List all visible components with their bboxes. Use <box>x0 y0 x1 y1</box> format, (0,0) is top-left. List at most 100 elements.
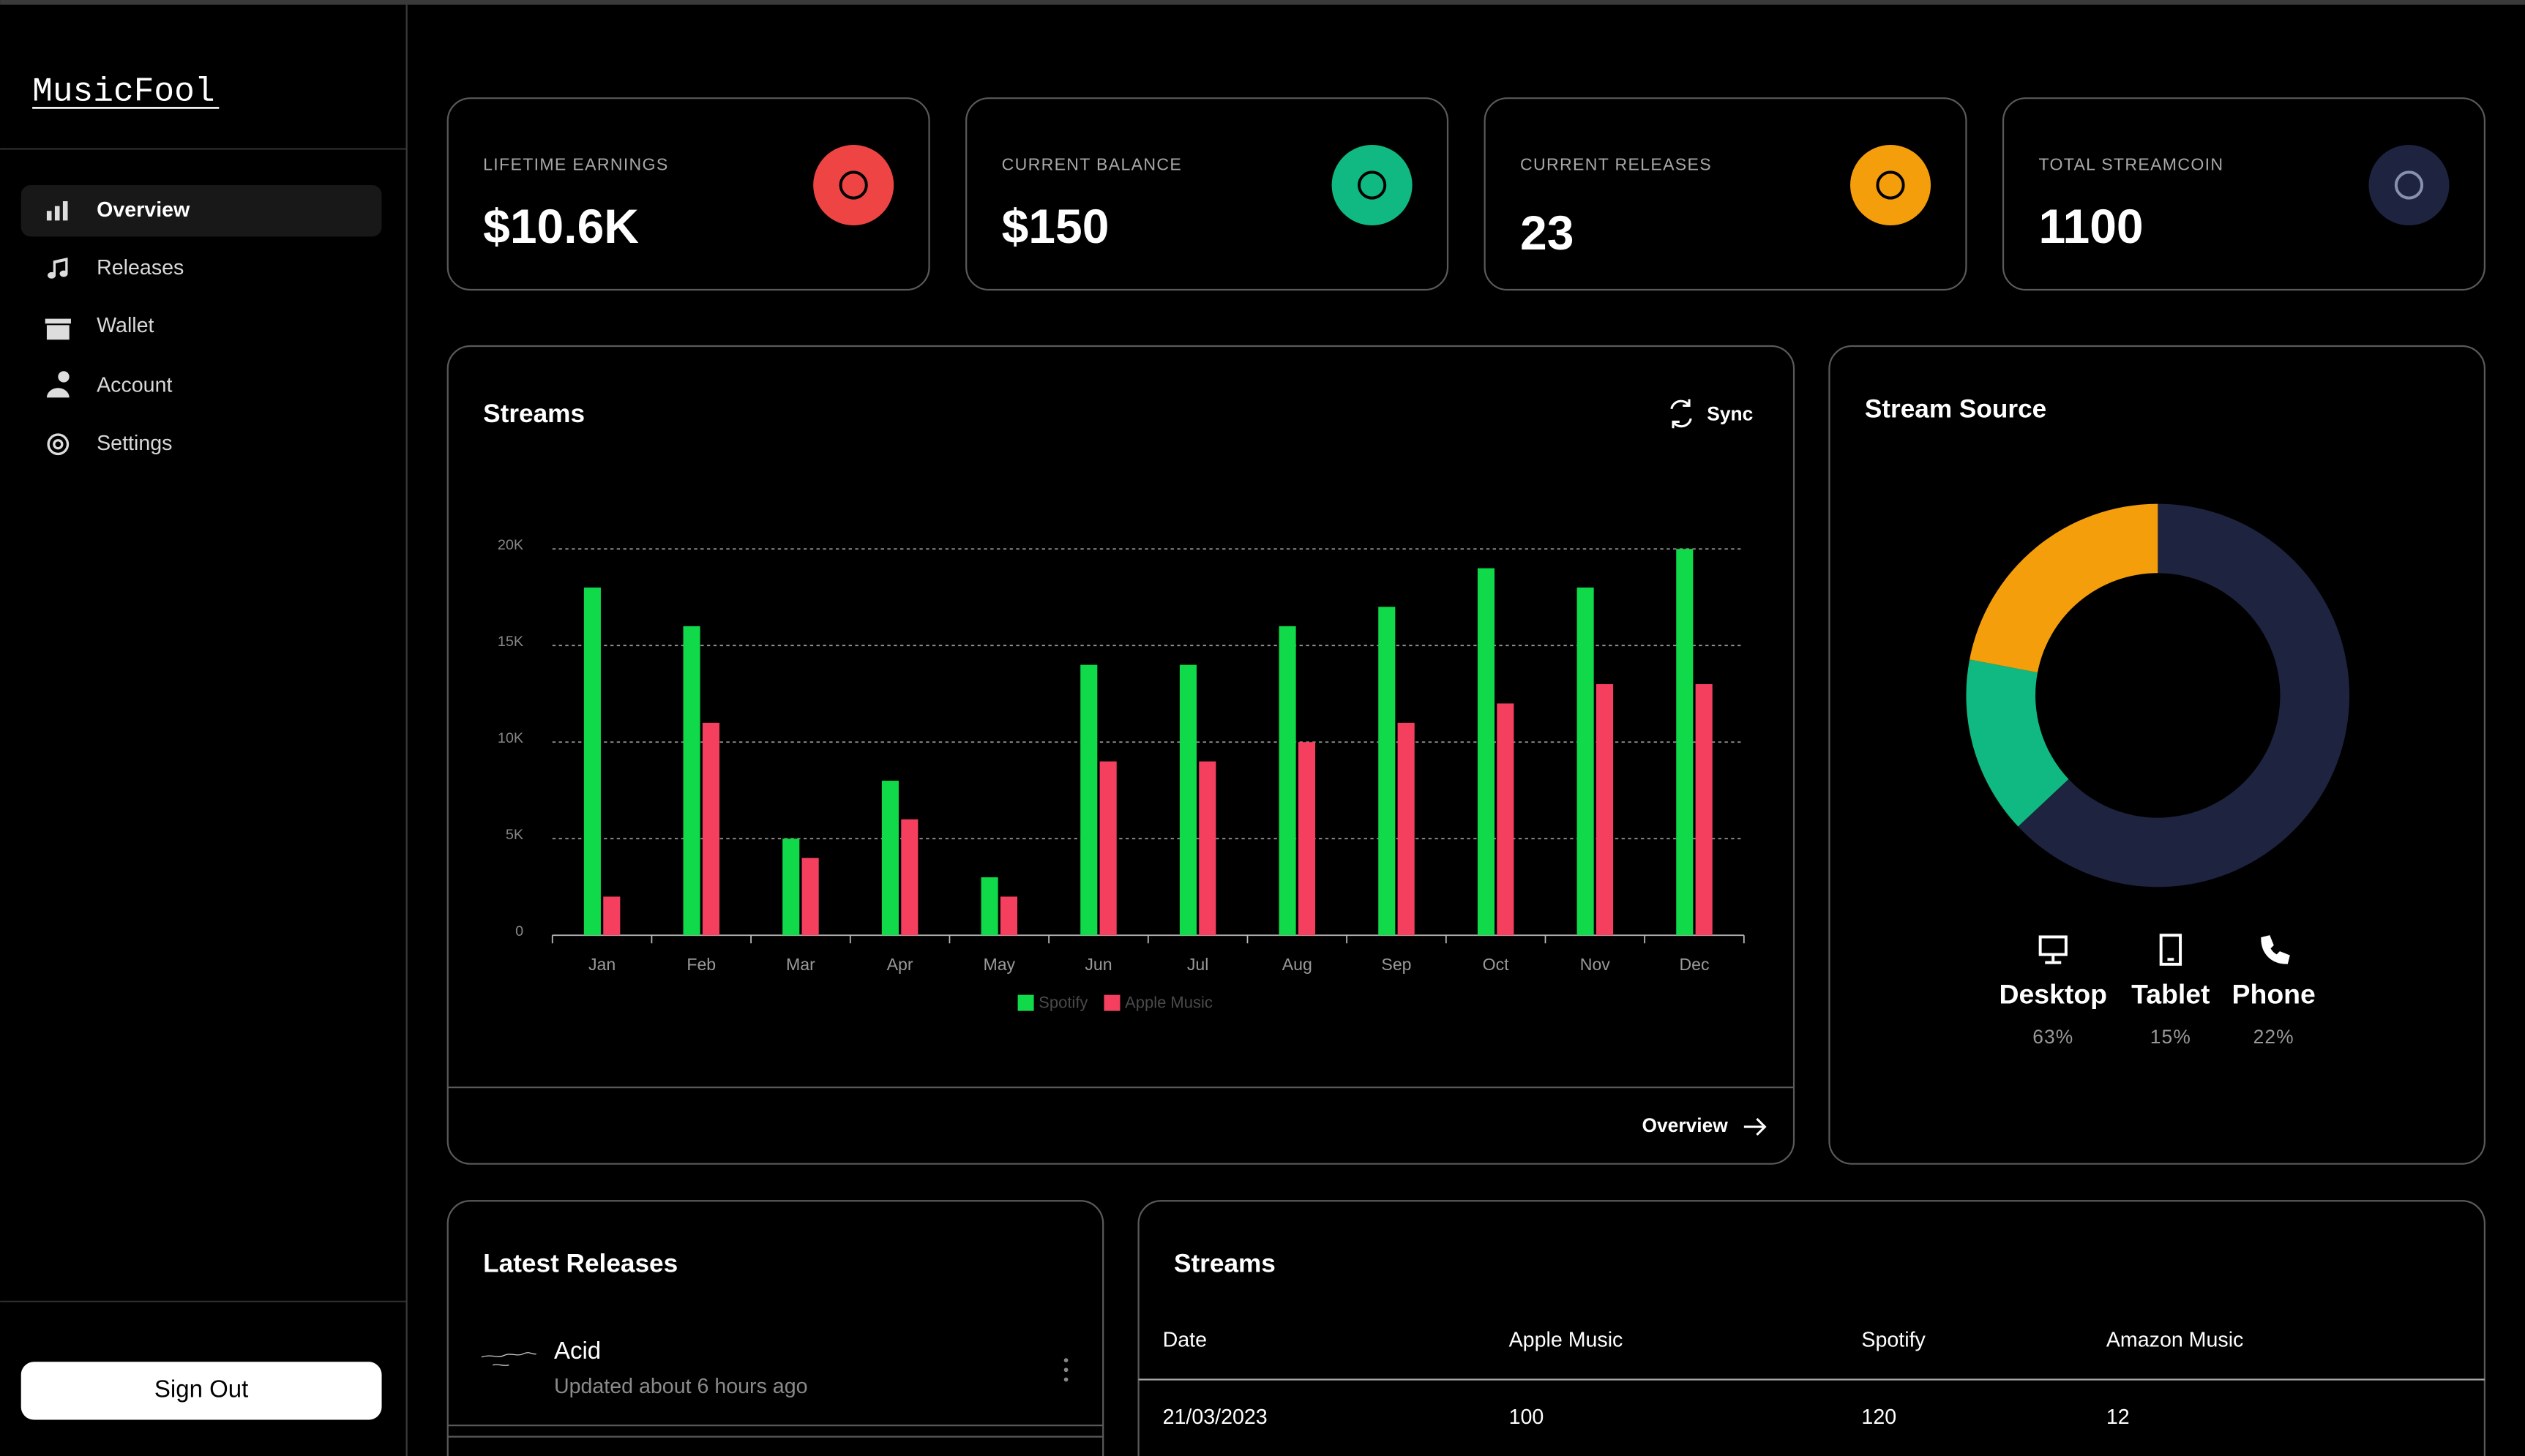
stat-label: CURRENT BALANCE <box>1002 155 1183 174</box>
stat-value: $10.6K <box>483 199 639 253</box>
footer-link[interactable]: Overview <box>1642 1114 1728 1136</box>
nav-item[interactable]: Overview <box>97 198 190 222</box>
source-card <box>1828 345 2485 1165</box>
table-card <box>1137 1200 2485 1456</box>
bar <box>1596 684 1614 936</box>
legend-label: Phone <box>2232 979 2316 1010</box>
bar <box>1179 664 1197 936</box>
stat-value: 1100 <box>2038 199 2143 253</box>
nav-icon <box>46 201 68 221</box>
release-name[interactable]: Acid <box>554 1337 601 1364</box>
stat-card <box>965 97 1449 291</box>
y-tick-label: 5K <box>506 827 523 843</box>
bar <box>1497 703 1514 936</box>
column-header: Amazon Music <box>2106 1328 2244 1351</box>
x-tick-label: Feb <box>687 955 716 974</box>
y-tick-label: 15K <box>498 634 523 650</box>
x-tick-label: Mar <box>786 955 815 974</box>
legend-icon <box>2038 935 2068 964</box>
stat-value: 23 <box>1520 206 1574 260</box>
stat-label: TOTAL STREAMCOIN <box>2038 155 2223 174</box>
legend-label: Desktop <box>1999 979 2107 1010</box>
nav-item[interactable]: Releases <box>97 256 184 279</box>
bar <box>1695 684 1713 936</box>
nav-item[interactable]: Account <box>97 374 172 397</box>
donut-slice <box>1970 503 2158 673</box>
nav-icon <box>48 258 68 279</box>
stat-card <box>1484 97 1967 291</box>
releases-card <box>446 1200 1104 1456</box>
top-bar <box>0 0 2525 5</box>
card-title: Latest Releases <box>483 1250 678 1278</box>
bar <box>583 588 601 936</box>
card-title: Streams <box>483 399 585 428</box>
legend-label: Spotify <box>1039 994 1088 1012</box>
bar <box>1378 607 1396 936</box>
menu-dot <box>1063 1377 1069 1382</box>
table-cell: 100 <box>1509 1406 1544 1429</box>
bar <box>801 858 819 936</box>
x-tick-label: Oct <box>1483 955 1510 974</box>
legend-swatch <box>1104 994 1121 1011</box>
release-thumbnail <box>481 1352 537 1366</box>
sign-out-button[interactable] <box>20 1362 382 1420</box>
x-tick-label: Jun <box>1085 955 1112 974</box>
stat-label: LIFETIME EARNINGS <box>483 155 668 174</box>
legend-swatch <box>1017 994 1034 1011</box>
bar <box>1576 588 1594 936</box>
stat-icon-bg <box>1850 145 1931 226</box>
bar <box>1676 549 1694 936</box>
stat-icon <box>2394 170 2424 200</box>
stat-icon <box>1358 170 1387 200</box>
stat-icon <box>839 170 868 200</box>
table-cell: 12 <box>2106 1406 2130 1429</box>
x-tick-label: Dec <box>1679 955 1709 974</box>
value-label: 63% <box>2032 1026 2073 1048</box>
bar <box>683 626 700 936</box>
x-tick-label: Sep <box>1381 955 1411 974</box>
legend-icon <box>2159 934 2182 966</box>
stat-icon-bg <box>813 145 894 226</box>
column-header: Spotify <box>1861 1328 1926 1351</box>
bar <box>1477 568 1495 936</box>
sign-out-label[interactable]: Sign Out <box>154 1376 248 1403</box>
nav-icon <box>45 318 71 340</box>
x-tick-label: May <box>983 955 1015 974</box>
bar <box>981 877 998 936</box>
nav-icon <box>47 433 70 456</box>
nav-active <box>20 185 382 237</box>
x-tick-label: Jul <box>1187 955 1209 974</box>
bar <box>1099 761 1117 936</box>
stat-label: CURRENT RELEASES <box>1520 155 1712 174</box>
x-tick-label: Jan <box>588 955 616 974</box>
bar <box>901 819 919 936</box>
stat-card <box>446 97 930 291</box>
card-title: Streams <box>1174 1250 1276 1278</box>
bar <box>1279 626 1296 936</box>
donut-slice <box>2018 503 2350 888</box>
column-header: Apple Music <box>1509 1328 1623 1351</box>
y-tick-label: 10K <box>498 730 523 746</box>
release-updated: Updated about 6 hours ago <box>554 1375 808 1398</box>
nav-item[interactable]: Settings <box>97 432 172 455</box>
bar <box>702 722 720 936</box>
menu-dot <box>1063 1367 1069 1373</box>
bar <box>1298 742 1316 936</box>
stat-card <box>2002 97 2485 291</box>
legend-label: Tablet <box>2131 979 2210 1010</box>
nav-icon <box>46 371 70 398</box>
column-header: Date <box>1163 1328 1207 1351</box>
menu-dot <box>1063 1358 1069 1362</box>
legend-icon <box>2261 935 2290 964</box>
donut-slice <box>1966 659 2069 827</box>
sync-button[interactable]: Sync <box>1707 403 1753 425</box>
bar <box>1080 664 1098 936</box>
nav-item[interactable]: Wallet <box>97 314 154 337</box>
x-tick-label: Aug <box>1282 955 1312 974</box>
bar <box>1397 722 1415 936</box>
value-label: 15% <box>2150 1026 2191 1048</box>
sync-icon[interactable] <box>1670 399 1692 429</box>
x-tick-label: Apr <box>887 955 913 974</box>
